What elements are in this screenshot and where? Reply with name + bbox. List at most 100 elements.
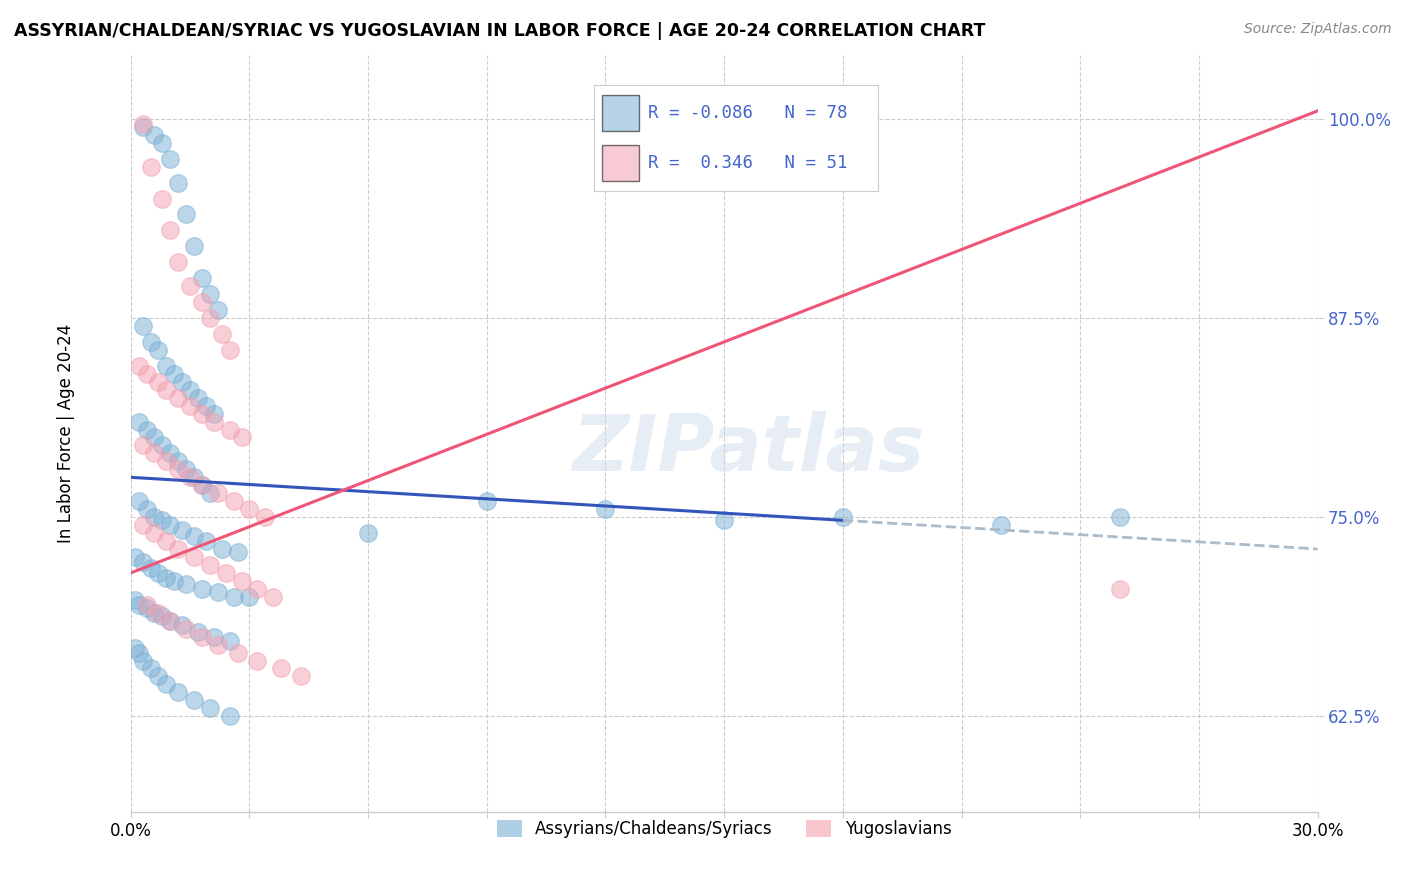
Point <box>183 693 205 707</box>
Point <box>183 470 205 484</box>
Point <box>167 541 190 556</box>
Point <box>202 630 225 644</box>
Point <box>159 446 181 460</box>
Point <box>143 510 166 524</box>
Point <box>179 279 201 293</box>
Point <box>131 438 153 452</box>
Point <box>148 566 170 580</box>
Point <box>1108 510 1130 524</box>
Y-axis label: In Labor Force | Age 20-24: In Labor Force | Age 20-24 <box>58 324 75 543</box>
Point <box>254 510 277 524</box>
Point <box>191 582 214 596</box>
Point <box>143 430 166 444</box>
Point <box>128 415 150 429</box>
Point <box>207 303 229 318</box>
Point <box>218 634 240 648</box>
Point <box>290 669 312 683</box>
Point <box>187 391 209 405</box>
Point <box>174 207 197 221</box>
Point <box>595 502 617 516</box>
Point <box>198 486 221 500</box>
Point <box>139 561 162 575</box>
Point <box>159 152 181 166</box>
Point <box>131 120 153 134</box>
Point <box>183 529 205 543</box>
Point <box>135 601 157 615</box>
Point <box>183 549 205 564</box>
Point <box>198 287 221 301</box>
Point <box>179 399 201 413</box>
Point <box>246 582 269 596</box>
Point <box>167 462 190 476</box>
Point <box>131 518 153 533</box>
Point <box>124 640 146 655</box>
Point <box>167 685 190 699</box>
Point <box>191 630 214 644</box>
Point <box>183 239 205 253</box>
Point <box>238 502 260 516</box>
Point <box>131 654 153 668</box>
Point <box>218 343 240 357</box>
Point <box>191 407 214 421</box>
Point <box>246 654 269 668</box>
Point <box>148 343 170 357</box>
Point <box>198 558 221 572</box>
Point <box>207 638 229 652</box>
Point <box>194 399 217 413</box>
Point <box>155 454 177 468</box>
Point <box>155 383 177 397</box>
Point <box>187 624 209 639</box>
Point <box>215 566 238 580</box>
Point <box>155 534 177 549</box>
Point <box>148 606 170 620</box>
Point <box>163 367 186 381</box>
Point <box>167 255 190 269</box>
Point <box>159 223 181 237</box>
Point <box>191 478 214 492</box>
Point <box>124 593 146 607</box>
Point <box>131 555 153 569</box>
Point <box>155 359 177 373</box>
Point <box>159 518 181 533</box>
Point <box>990 518 1012 533</box>
Point <box>128 646 150 660</box>
Point <box>143 446 166 460</box>
Point <box>207 585 229 599</box>
Point <box>163 574 186 588</box>
Point <box>139 661 162 675</box>
Point <box>148 669 170 683</box>
Legend: Assyrians/Chaldeans/Syriacs, Yugoslavians: Assyrians/Chaldeans/Syriacs, Yugoslavian… <box>491 814 957 845</box>
Point <box>135 598 157 612</box>
Point <box>143 128 166 142</box>
Point <box>226 646 249 660</box>
Point <box>135 367 157 381</box>
Point <box>143 526 166 541</box>
Point <box>135 502 157 516</box>
Point <box>831 510 853 524</box>
Point <box>211 541 233 556</box>
Point <box>262 590 284 604</box>
Point <box>172 375 194 389</box>
Point <box>238 590 260 604</box>
Point <box>226 545 249 559</box>
Point <box>139 334 162 349</box>
Point <box>198 311 221 326</box>
Point <box>357 526 380 541</box>
Text: Source: ZipAtlas.com: Source: ZipAtlas.com <box>1244 22 1392 37</box>
Text: ZIPatlas: ZIPatlas <box>572 410 924 487</box>
Point <box>174 622 197 636</box>
Point <box>231 574 253 588</box>
Point <box>202 407 225 421</box>
Point <box>150 136 173 150</box>
Point <box>222 590 245 604</box>
Point <box>207 486 229 500</box>
Point <box>155 677 177 691</box>
Point <box>135 423 157 437</box>
Point <box>150 608 173 623</box>
Point <box>475 494 498 508</box>
Point <box>167 454 190 468</box>
Point <box>218 423 240 437</box>
Point <box>139 160 162 174</box>
Point <box>211 326 233 341</box>
Point <box>179 470 201 484</box>
